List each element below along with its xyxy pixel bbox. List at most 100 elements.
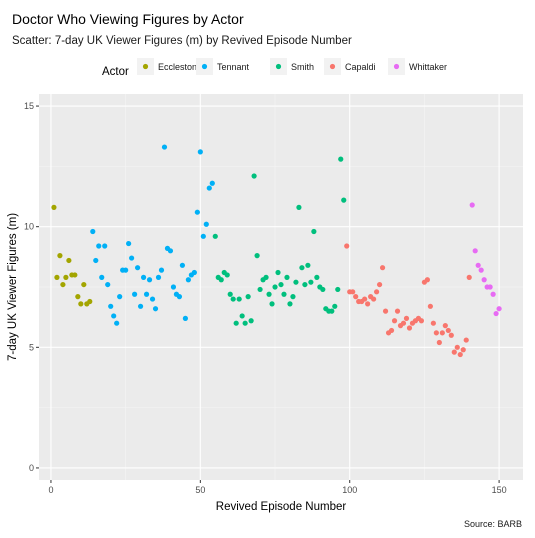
data-point [496, 306, 502, 312]
data-point [362, 296, 368, 302]
data-point [281, 291, 287, 297]
data-point [179, 262, 186, 268]
y-axis-title: 7-day UK Viewer Figures (m) [7, 213, 19, 361]
data-point [161, 144, 168, 150]
legend-marker [201, 63, 208, 70]
legend-label: Tennant [217, 62, 250, 72]
data-point [299, 265, 305, 271]
data-point [439, 330, 445, 336]
chart-subtitle: Scatter: 7-day UK Viewer Figures (m) by … [12, 35, 352, 47]
axes: 0 50 100 150 0 5 10 15 [24, 101, 507, 495]
data-point [182, 315, 188, 321]
data-point [114, 320, 120, 326]
series-eccleston [51, 204, 93, 307]
legend-label: Eccleston [158, 62, 197, 72]
data-point [332, 303, 338, 309]
data-point [96, 243, 102, 249]
data-point [224, 272, 230, 278]
data-point [111, 313, 117, 319]
data-point [314, 274, 320, 280]
data-point [251, 173, 257, 179]
legend-label: Whittaker [409, 62, 447, 72]
data-point [254, 253, 260, 259]
legend-label: Smith [291, 62, 314, 72]
data-point [263, 274, 269, 280]
x-tick-label: 150 [492, 485, 507, 495]
data-point [108, 303, 114, 309]
data-point [146, 277, 153, 283]
grid [39, 94, 523, 480]
data-point [382, 308, 389, 314]
data-point [105, 281, 111, 288]
data-point [63, 274, 69, 280]
data-point [424, 277, 430, 283]
data-point [242, 320, 248, 326]
data-point [472, 248, 478, 254]
series-smith [212, 156, 347, 326]
data-point [227, 291, 233, 297]
data-point [117, 294, 123, 300]
data-point [132, 291, 138, 297]
series-whittaker [469, 202, 502, 317]
data-point [185, 277, 191, 283]
data-point [81, 281, 87, 288]
data-point [239, 313, 245, 319]
data-point [197, 149, 203, 155]
data-point [266, 291, 272, 297]
data-point [194, 209, 200, 215]
data-point [454, 344, 460, 350]
data-point [493, 310, 499, 317]
data-point [293, 279, 299, 285]
data-point [272, 284, 278, 290]
data-point [481, 277, 487, 283]
data-point [374, 289, 380, 295]
data-point [463, 337, 469, 343]
data-point [478, 267, 484, 273]
data-point [302, 281, 308, 288]
series-tennant [90, 144, 215, 326]
data-point [257, 286, 263, 293]
data-point [430, 320, 436, 326]
data-point [140, 274, 147, 280]
data-point [341, 197, 347, 203]
data-point [335, 286, 341, 293]
data-point [290, 294, 296, 300]
y-tick-label: 10 [24, 222, 34, 232]
y-tick-label: 15 [24, 101, 34, 111]
data-point [296, 204, 302, 210]
source-caption: Source: BARB [464, 519, 522, 529]
data-point [248, 318, 254, 324]
data-point [451, 349, 457, 355]
data-point [54, 274, 60, 280]
x-tick-label: 50 [195, 485, 205, 495]
legend-marker [142, 63, 149, 70]
data-point [137, 303, 144, 309]
series-capaldi [344, 243, 472, 358]
data-point [311, 228, 317, 235]
data-point [99, 274, 105, 280]
data-point [134, 265, 141, 271]
data-point [320, 286, 326, 293]
data-point [275, 269, 281, 276]
legend-marker [393, 63, 400, 70]
data-point [143, 291, 150, 297]
x-axis-title: Revived Episode Number [216, 501, 347, 513]
data-point [72, 272, 78, 278]
data-point [442, 323, 448, 329]
data-point [433, 330, 439, 336]
y-tick-label: 5 [29, 342, 34, 352]
data-point [123, 267, 129, 273]
data-point [406, 325, 413, 331]
data-point [245, 294, 251, 300]
data-point [448, 332, 454, 338]
data-point [287, 301, 293, 307]
data-point [158, 267, 165, 273]
data-point [155, 274, 162, 280]
legend: Actor Eccleston Tennant Smith Capaldi Whitta… [102, 58, 447, 78]
data-point [75, 294, 81, 300]
y-tick-label: 0 [29, 463, 34, 473]
data-point [403, 315, 410, 321]
data-point [167, 248, 174, 254]
data-point [170, 284, 177, 290]
